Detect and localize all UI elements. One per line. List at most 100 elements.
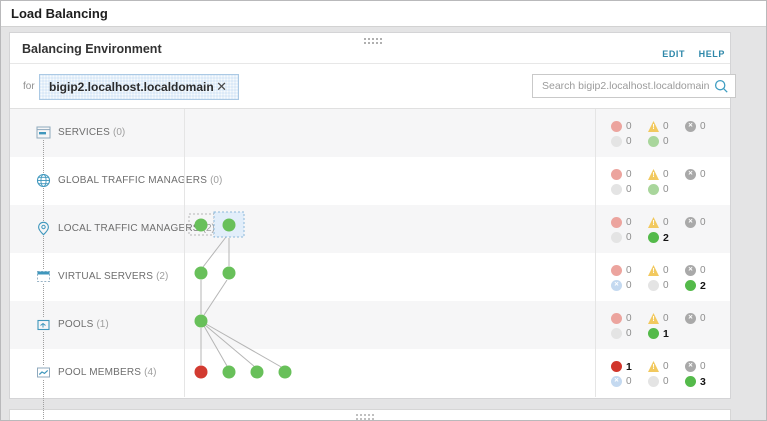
status-line: 0 0 2 <box>611 278 722 293</box>
status-count: 0 <box>700 361 706 372</box>
search-icon[interactable] <box>714 79 729 99</box>
error-status-badge: 0 <box>611 169 648 180</box>
row-pool-members[interactable]: POOL MEMBERS(4) 1 0 0 0 0 3 <box>10 349 730 397</box>
unavailable-status-icon <box>685 217 696 228</box>
row-title: POOL MEMBERS <box>58 367 142 378</box>
available-status-icon <box>648 232 659 243</box>
unavailable-status-icon <box>685 121 696 132</box>
error-status-icon <box>611 361 622 372</box>
status-line: 1 0 0 <box>611 359 722 374</box>
row-status: 00000 <box>611 119 722 149</box>
unavailable-status-badge: 0 <box>685 121 722 132</box>
status-count: 0 <box>626 376 632 387</box>
page-header: Load Balancing <box>1 1 766 27</box>
edit-link[interactable]: EDIT <box>662 49 686 59</box>
row-label: LOCAL TRAFFIC MANAGERS (2) <box>36 221 215 236</box>
error-status-icon <box>611 217 622 228</box>
panel-actions: EDIT HELP <box>653 44 725 62</box>
disabled-status-badge: 0 <box>648 280 685 291</box>
status-count: 0 <box>663 376 669 387</box>
row-status: 00002 <box>611 215 722 245</box>
status-count: 0 <box>663 313 669 324</box>
disabled-status-badge: 0 <box>611 184 648 195</box>
row-services[interactable]: SERVICES(0)00000 <box>10 109 730 157</box>
error-status-badge: 1 <box>611 361 648 373</box>
row-title: VIRTUAL SERVERS <box>58 271 154 282</box>
error-status-icon <box>611 265 622 276</box>
status-count: 0 <box>700 217 706 228</box>
device-filter-tag-text: bigip2.localhost.localdomain <box>49 80 214 94</box>
device-filter-tag[interactable]: bigip2.localhost.localdomain ✕ <box>39 74 239 100</box>
close-icon[interactable]: ✕ <box>216 79 227 94</box>
unavailable-status-badge: 0 <box>685 217 722 228</box>
warning-status-icon <box>648 265 659 276</box>
status-count: 0 <box>626 313 632 324</box>
row-title: POOLS <box>58 319 94 330</box>
available-status-badge: 3 <box>685 376 722 388</box>
status-count: 0 <box>626 232 632 243</box>
status-count: 3 <box>700 375 706 388</box>
disabled-status-icon <box>648 376 659 387</box>
row-global-traffic-managers[interactable]: GLOBAL TRAFFIC MANAGERS(0)00000 <box>10 157 730 205</box>
warning-status-badge: 0 <box>648 265 685 276</box>
disabled-status-icon <box>611 328 622 339</box>
warning-status-icon <box>648 361 659 372</box>
disabled-status-icon <box>611 184 622 195</box>
row-count: (4) <box>144 367 157 378</box>
disabled-status-badge: 0 <box>611 328 648 339</box>
error-status-badge: 0 <box>611 313 648 324</box>
row-label: POOLS (1) <box>36 317 109 332</box>
status-count: 0 <box>700 169 706 180</box>
next-panel-drag-handle-icon[interactable] <box>355 413 374 420</box>
unavailable-status-badge: 0 <box>685 313 722 324</box>
search-input[interactable] <box>533 75 711 97</box>
next-panel-edge <box>9 409 731 420</box>
status-count: 0 <box>626 136 632 147</box>
status-count: 0 <box>663 136 669 147</box>
status-count: 0 <box>663 217 669 228</box>
row-count: (0) <box>113 127 126 138</box>
warning-status-icon <box>648 169 659 180</box>
error-status-badge: 0 <box>611 217 648 228</box>
help-link[interactable]: HELP <box>698 49 725 59</box>
row-pools[interactable]: POOLS(1)00001 <box>10 301 730 349</box>
virtual-server-icon <box>36 269 51 284</box>
status-count: 0 <box>626 217 632 228</box>
error-status-badge: 0 <box>611 121 648 132</box>
warning-status-badge: 0 <box>648 361 685 372</box>
available-status-badge: 0 <box>648 184 685 195</box>
status-line: 0 0 0 <box>611 119 722 134</box>
row-count: (2) <box>156 271 169 282</box>
unavailable-status-badge: 0 <box>685 169 722 180</box>
unknown-status-icon <box>611 376 622 387</box>
search-box <box>532 74 736 98</box>
status-line: 0 0 0 <box>611 311 722 326</box>
unknown-status-icon <box>611 280 622 291</box>
error-status-icon <box>611 121 622 132</box>
panel-drag-handle-icon[interactable] <box>363 37 382 45</box>
globe-icon <box>36 173 51 188</box>
disabled-status-icon <box>611 136 622 147</box>
status-count: 0 <box>663 361 669 372</box>
unknown-status-badge: 0 <box>611 280 648 291</box>
status-count: 0 <box>626 169 632 180</box>
disabled-status-icon <box>611 232 622 243</box>
row-title: GLOBAL TRAFFIC MANAGERS <box>58 175 208 186</box>
unavailable-status-icon <box>685 361 696 372</box>
status-count: 0 <box>700 265 706 276</box>
row-local-traffic-managers[interactable]: LOCAL TRAFFIC MANAGERS(2)00002 <box>10 205 730 253</box>
available-status-badge: 2 <box>685 280 722 292</box>
row-label: POOL MEMBERS (4) <box>36 365 156 380</box>
pools-icon <box>36 317 51 332</box>
row-count: (2) <box>202 223 215 234</box>
services-icon <box>36 125 51 140</box>
row-status: 00000 <box>611 167 722 197</box>
row-virtual-servers[interactable]: VIRTUAL SERVERS(2) 0 0 0 0 0 2 <box>10 253 730 301</box>
available-status-icon <box>685 280 696 291</box>
filter-row: for bigip2.localhost.localdomain ✕ <box>10 64 736 109</box>
status-count: 0 <box>626 328 632 339</box>
status-count: 0 <box>663 265 669 276</box>
status-line: 0 0 0 <box>611 167 722 182</box>
